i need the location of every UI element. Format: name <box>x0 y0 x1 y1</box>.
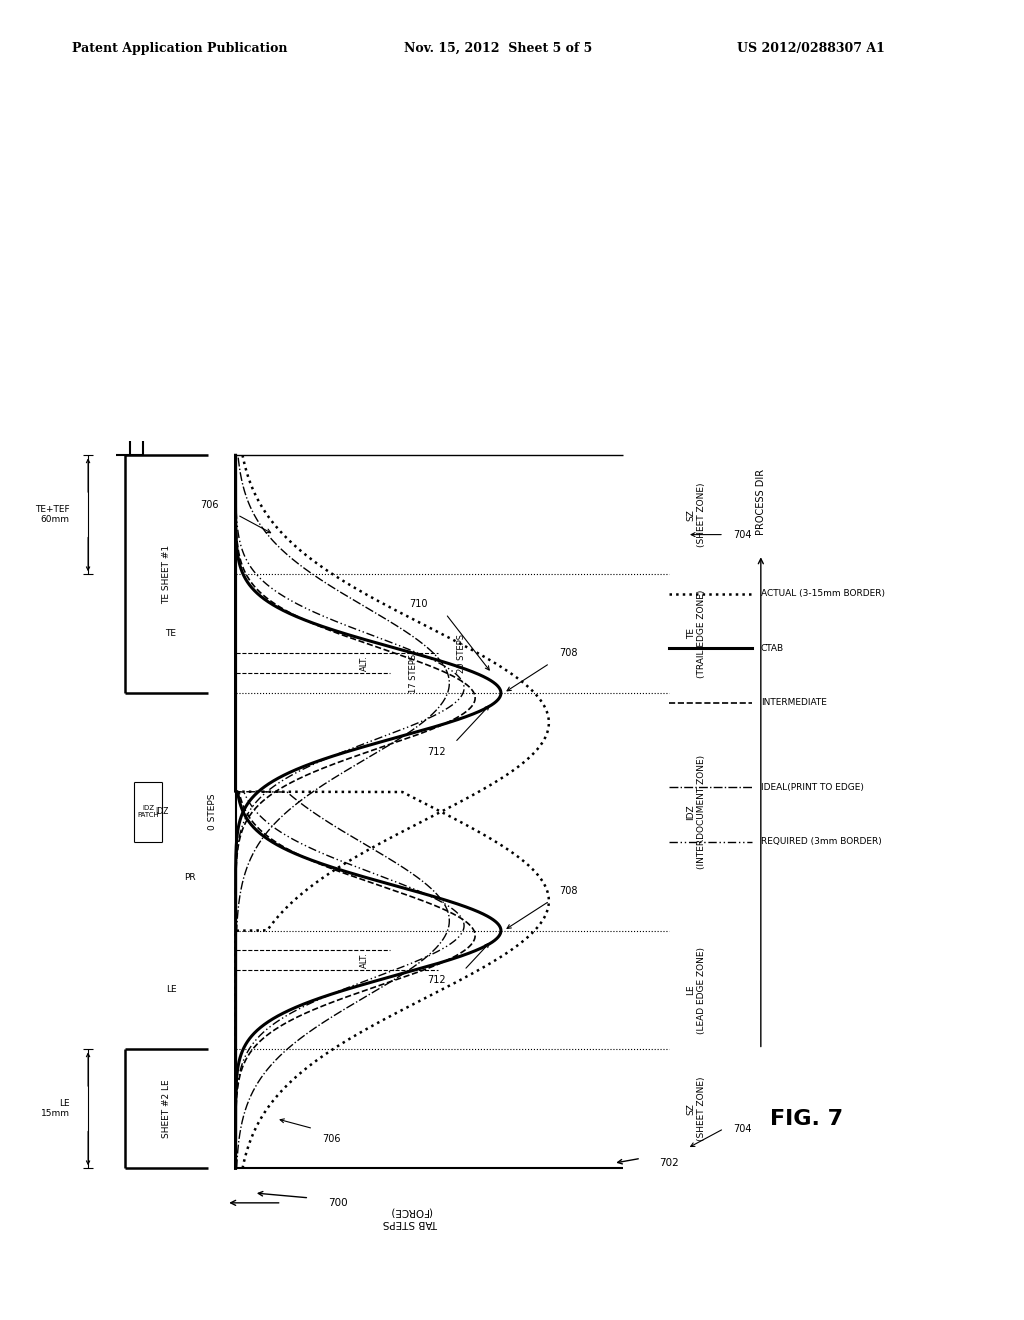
Text: 708: 708 <box>559 886 578 896</box>
Text: INTERMEDIATE: INTERMEDIATE <box>761 698 826 708</box>
Text: SZ
(SHEET ZONE): SZ (SHEET ZONE) <box>687 483 706 546</box>
Text: 702: 702 <box>659 1158 679 1168</box>
Text: 20 STEPS: 20 STEPS <box>457 634 466 673</box>
Text: 712: 712 <box>427 747 445 758</box>
Text: Patent Application Publication: Patent Application Publication <box>72 42 287 55</box>
Text: TE+TEF
60mm: TE+TEF 60mm <box>35 506 70 524</box>
Text: 704: 704 <box>733 529 752 540</box>
Text: US 2012/0288307 A1: US 2012/0288307 A1 <box>737 42 885 55</box>
Text: IDEAL(PRINT TO EDGE): IDEAL(PRINT TO EDGE) <box>761 783 863 792</box>
Text: 710: 710 <box>409 599 427 609</box>
Text: TAB STEPS
(FORCE): TAB STEPS (FORCE) <box>383 1206 438 1229</box>
Text: ALT.: ALT. <box>360 952 369 969</box>
Text: TE: TE <box>166 630 176 638</box>
Text: ALT.: ALT. <box>360 655 369 672</box>
Text: LE: LE <box>166 986 176 994</box>
Text: 0 STEPS: 0 STEPS <box>208 793 217 830</box>
Text: TE SHEET #1: TE SHEET #1 <box>162 545 171 603</box>
Text: SHEET #2 LE: SHEET #2 LE <box>162 1080 171 1138</box>
Text: SZ
(SHEET ZONE): SZ (SHEET ZONE) <box>687 1077 706 1140</box>
Text: 704: 704 <box>733 1123 752 1134</box>
Text: ACTUAL (3-15mm BORDER): ACTUAL (3-15mm BORDER) <box>761 590 885 598</box>
Text: LE
15mm: LE 15mm <box>41 1100 70 1118</box>
Text: PROCESS DIR: PROCESS DIR <box>756 469 766 535</box>
Text: FIG. 7: FIG. 7 <box>770 1109 844 1129</box>
Text: REQUIRED (3mm BORDER): REQUIRED (3mm BORDER) <box>761 837 882 846</box>
Text: LE
(LEAD EDGE ZONE): LE (LEAD EDGE ZONE) <box>687 946 706 1034</box>
Text: TE
(TRAIL EDGE ZONE): TE (TRAIL EDGE ZONE) <box>687 590 706 677</box>
Text: 700: 700 <box>328 1197 347 1208</box>
Text: 708: 708 <box>559 648 578 659</box>
Text: 17 STEPS: 17 STEPS <box>409 653 418 693</box>
Text: IDZ
(INTERDOCUMENT ZONE): IDZ (INTERDOCUMENT ZONE) <box>687 755 706 869</box>
Text: IDZ: IDZ <box>155 808 169 816</box>
Text: IDZ
PATCH: IDZ PATCH <box>137 805 159 818</box>
Text: 706: 706 <box>323 1134 341 1143</box>
Text: CTAB: CTAB <box>761 644 784 653</box>
Text: PR: PR <box>183 873 196 882</box>
Text: 712: 712 <box>427 975 445 985</box>
Text: Nov. 15, 2012  Sheet 5 of 5: Nov. 15, 2012 Sheet 5 of 5 <box>404 42 593 55</box>
Text: 706: 706 <box>201 500 219 510</box>
